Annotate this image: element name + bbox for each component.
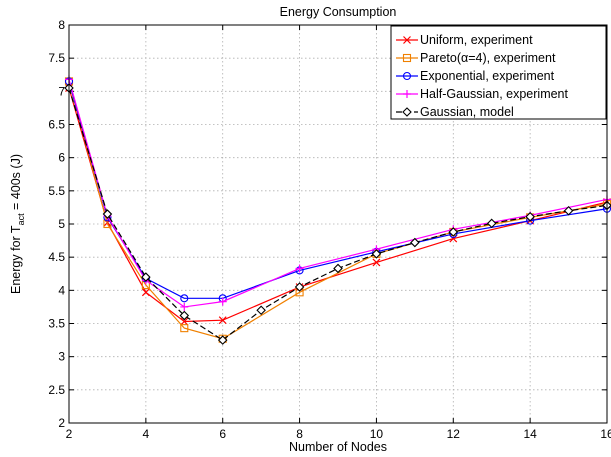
y-tick-label: 4	[58, 283, 65, 297]
legend-label: Half-Gaussian, experiment	[420, 87, 569, 101]
x-axis-label: Number of Nodes	[289, 440, 387, 454]
x-tick-label: 2	[66, 427, 73, 441]
series-line	[68, 87, 608, 323]
legend-item: Uniform, experiment	[396, 33, 533, 47]
y-tick-label: 2	[58, 416, 65, 430]
data-point	[294, 282, 305, 292]
y-axis-label-subscript: act	[16, 213, 26, 226]
legend-marker	[402, 107, 412, 117]
y-tick-label: 7	[58, 84, 65, 98]
x-tick-label: 6	[219, 427, 226, 441]
data-point	[102, 209, 113, 219]
data-point	[180, 324, 189, 333]
data-point	[410, 237, 420, 248]
data-point	[141, 272, 151, 282]
data-point	[486, 218, 497, 229]
legend-item: Pareto(α=4), experiment	[396, 51, 556, 65]
x-tick-label: 4	[143, 427, 150, 441]
axis-ticks: 2 4 6 8 10 12 14 16 2 2.5 3 3.5 4 4.5 5 5.5 6 6.5 7 7.5 8	[48, 18, 611, 441]
data-point	[180, 294, 189, 303]
legend-item: Gaussian, model	[396, 105, 514, 119]
data-point	[179, 310, 190, 321]
legend-marker	[403, 36, 411, 44]
y-tick-label: 6.5	[48, 118, 65, 132]
data-point	[372, 258, 381, 267]
legend: Uniform, experiment Pareto(α=4), experime…	[390, 25, 607, 120]
legend-marker	[402, 71, 412, 81]
y-tick-label: 5.5	[48, 184, 65, 198]
legend-item: Half-Gaussian, experiment	[396, 87, 569, 101]
chart-title: Energy Consumption	[280, 5, 397, 19]
y-axis-label-suffix: = 400s (J)	[9, 154, 23, 213]
data-point	[180, 317, 189, 326]
x-tick-label: 10	[370, 427, 384, 441]
x-tick-label: 16	[600, 427, 611, 441]
y-tick-label: 4.5	[48, 250, 65, 264]
x-tick-label: 12	[447, 427, 461, 441]
data-point	[217, 335, 228, 345]
x-tick-label: 8	[296, 427, 303, 441]
data-point	[180, 302, 189, 311]
legend-label: Gaussian, model	[420, 105, 514, 119]
data-point	[218, 297, 227, 306]
legend-label: Exponential, experiment	[420, 69, 555, 83]
data-point	[256, 305, 266, 316]
y-tick-label: 6	[58, 151, 65, 165]
data-point	[563, 205, 574, 216]
y-tick-label: 8	[58, 18, 65, 32]
y-tick-label: 3	[58, 350, 65, 364]
legend-label: Pareto(α=4), experiment	[420, 51, 556, 65]
data-point	[448, 227, 459, 237]
legend-item: Exponential, experiment	[396, 69, 555, 83]
axes-frame	[68, 24, 608, 424]
y-axis-label-prefix: Energy for T	[9, 225, 23, 294]
y-tick-label: 7.5	[48, 51, 65, 65]
y-tick-label: 5	[58, 217, 65, 231]
data-point	[218, 316, 227, 325]
y-tick-label: 2.5	[48, 383, 65, 397]
legend-box	[390, 25, 607, 120]
x-tick-label: 14	[523, 427, 537, 441]
series-4	[64, 83, 611, 345]
data-point	[295, 264, 304, 273]
legend-marker	[402, 53, 412, 63]
legend-label: Uniform, experiment	[420, 33, 533, 47]
legend-marker	[403, 90, 411, 98]
y-axis-label: Energy for Tact = 400s (J)	[9, 154, 26, 294]
data-point	[525, 211, 535, 222]
data-point	[141, 288, 150, 297]
data-point	[371, 249, 382, 259]
data-point	[333, 263, 343, 274]
y-tick-label: 3.5	[48, 317, 65, 331]
